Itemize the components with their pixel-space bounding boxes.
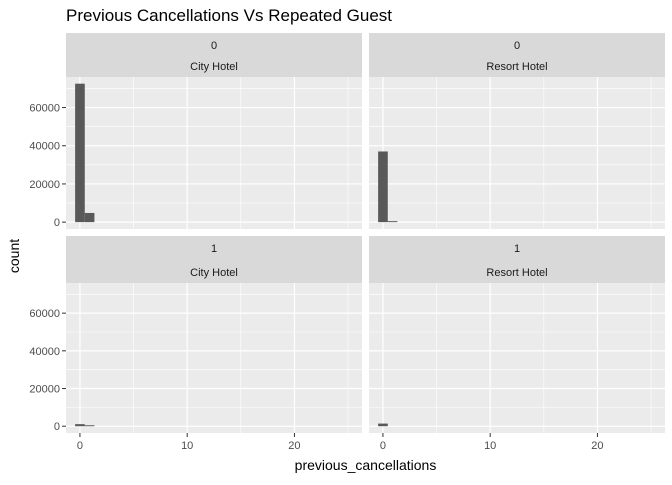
facet-col-label: City Hotel [190, 267, 238, 279]
panel-background [66, 283, 362, 433]
y-tick-label: 40000 [29, 346, 60, 358]
facet-strip [369, 33, 665, 77]
facet-row-label: 0 [514, 40, 520, 52]
panel-background [66, 77, 362, 229]
histogram-bar [75, 83, 85, 223]
histogram-bar [378, 151, 388, 223]
histogram-bar [84, 212, 95, 223]
y-tick-label: 20000 [29, 384, 60, 396]
facet-row-label: 0 [211, 40, 217, 52]
histogram-bar [75, 424, 85, 427]
y-tick-label: 0 [54, 217, 60, 229]
panel-background [369, 77, 665, 229]
facet-strip [66, 33, 362, 77]
histogram-bar [378, 423, 388, 427]
x-tick-label: 10 [181, 440, 193, 452]
y-tick-label: 60000 [29, 308, 60, 320]
y-tick-label: 40000 [29, 141, 60, 153]
chart-title: Previous Cancellations Vs Repeated Guest [66, 6, 393, 25]
facet-col-label: Resort Hotel [486, 61, 547, 73]
x-tick-label: 0 [77, 440, 83, 452]
histogram-bar [84, 425, 95, 427]
facet-row-label: 1 [211, 243, 217, 255]
facet-strip [369, 236, 665, 283]
x-axis-title: previous_cancellations [295, 457, 437, 473]
x-tick-label: 20 [288, 440, 300, 452]
y-tick-label: 0 [54, 421, 60, 433]
x-tick-label: 10 [484, 440, 496, 452]
x-tick-label: 0 [380, 440, 386, 452]
histogram-bar [387, 221, 398, 223]
y-axis-title: count [6, 239, 22, 273]
y-tick-label: 60000 [29, 103, 60, 115]
facet-col-label: Resort Hotel [486, 267, 547, 279]
facet-strip [66, 236, 362, 283]
x-tick-label: 20 [591, 440, 603, 452]
y-tick-label: 20000 [29, 179, 60, 191]
facet-col-label: City Hotel [190, 61, 238, 73]
facet-row-label: 1 [514, 243, 520, 255]
panel-background [369, 283, 665, 433]
